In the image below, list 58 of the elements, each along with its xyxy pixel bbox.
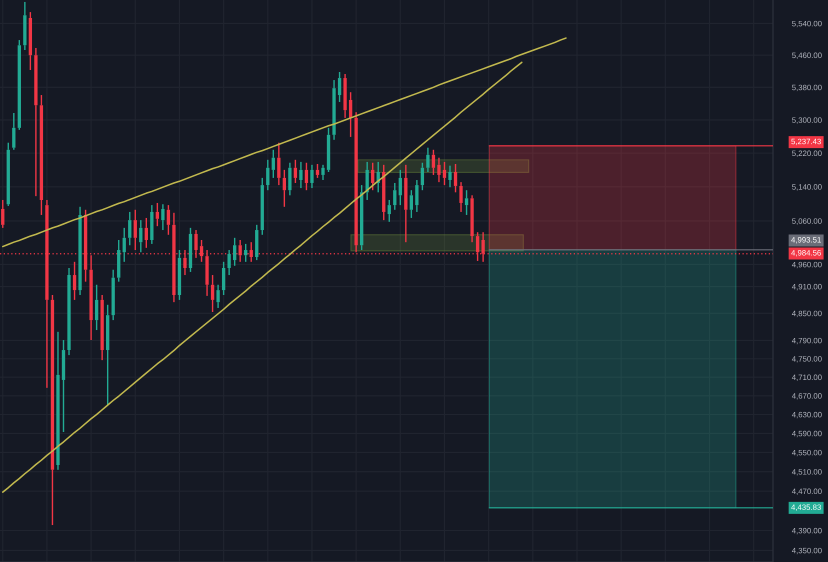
candlestick (360, 184, 364, 251)
line-series (2, 62, 523, 493)
candlestick (117, 239, 120, 282)
candlestick (72, 261, 76, 301)
candlestick (1, 199, 4, 229)
candlestick (338, 71, 342, 103)
candlestick (161, 204, 165, 231)
candlestick (260, 177, 264, 236)
candlestick (23, 1, 27, 51)
candlestick (210, 274, 214, 313)
candlestick (34, 47, 38, 197)
candlestick (166, 204, 170, 236)
candlestick (222, 261, 226, 296)
candlestick (288, 162, 292, 196)
candlestick (106, 304, 110, 406)
candlestick (266, 159, 270, 191)
candlestick (410, 189, 414, 219)
candlestick (227, 249, 231, 276)
candlestick (150, 204, 154, 245)
candlestick (28, 11, 32, 71)
candlestick (277, 142, 280, 186)
candlestick (415, 179, 419, 213)
candlestick (40, 94, 44, 216)
candlestick (255, 224, 258, 261)
candlestick (426, 147, 430, 173)
candlestick (398, 169, 402, 206)
candlestick (366, 161, 369, 201)
candlestick (348, 92, 352, 138)
candlestick (100, 294, 104, 361)
candlestick (144, 217, 148, 249)
candlestick (282, 169, 286, 208)
candlestick (432, 149, 436, 176)
candlestick (420, 162, 424, 191)
candlestick (18, 39, 21, 131)
candlestick (404, 164, 408, 243)
candlestick (122, 227, 126, 263)
candlestick (382, 164, 386, 221)
candlestick (343, 73, 347, 119)
candlestick (388, 199, 391, 223)
candlestick (62, 339, 66, 433)
line-series (2, 37, 567, 248)
candlestick (304, 162, 308, 191)
candlestick (156, 202, 160, 227)
candlestick (470, 194, 474, 243)
candlestick (294, 159, 298, 184)
candlestick (139, 219, 142, 253)
candlestick (299, 161, 303, 189)
candlestick (272, 149, 275, 179)
candlestick (244, 243, 248, 263)
candlestick (216, 284, 220, 309)
candlestick (6, 142, 10, 207)
candlestick (128, 211, 132, 246)
candlestick (94, 284, 98, 331)
candlestick (112, 269, 115, 321)
candlestick (134, 209, 137, 251)
candlestick (393, 182, 396, 210)
candlestick (12, 112, 16, 150)
candlestick (233, 237, 236, 266)
